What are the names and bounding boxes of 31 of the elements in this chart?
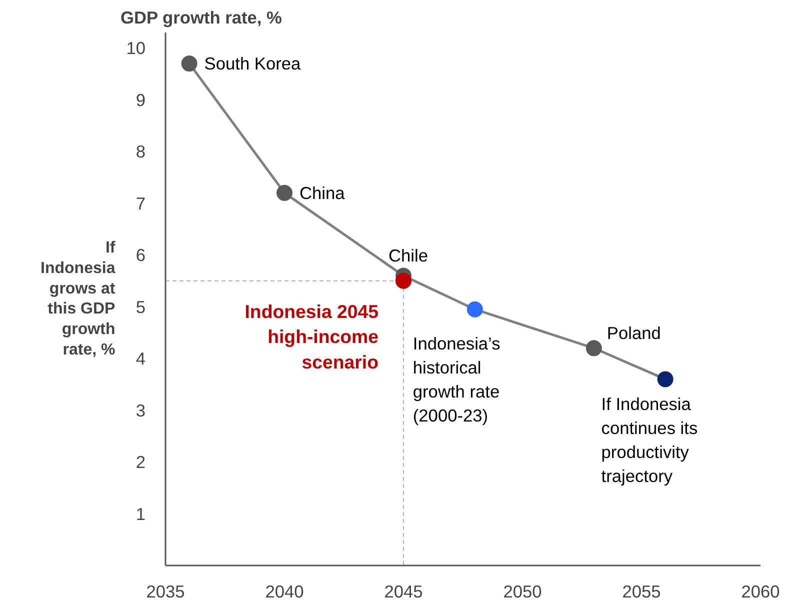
y-tick-label: 6: [136, 245, 146, 266]
y-axis-title: If Indonesia grows at this GDP growth rate, %: [40, 240, 116, 358]
annotation: China: [300, 182, 346, 203]
annotation: Indonesia’s historical growth rate (2000-23): [412, 333, 501, 426]
y-tick-label: 10: [126, 38, 146, 58]
y-tick-label: 9: [136, 90, 146, 110]
series-label: Indonesia 2045 high-income scenario: [244, 300, 379, 372]
x-tick-label: 2050: [503, 582, 542, 602]
x-tick-label: 2040: [265, 582, 304, 602]
x-tick-label: 2035: [146, 582, 185, 602]
point: [181, 56, 198, 72]
annotation: Poland: [606, 323, 661, 344]
chart-title: GDP growth rate, %: [120, 8, 282, 28]
point: [657, 371, 674, 388]
point: [586, 340, 602, 356]
annotation: Chile: [388, 246, 428, 266]
point: [396, 272, 412, 289]
point: [466, 301, 483, 318]
y-tick-label: 1: [136, 504, 146, 524]
y-tick-label: 7: [136, 193, 146, 214]
x-tick-label: 2060: [741, 582, 780, 602]
annotation: If Indonesia continues its productivity trajectory: [601, 394, 698, 486]
y-tick-label: 3: [136, 400, 146, 420]
y-tick-label: 5: [136, 296, 146, 317]
y-tick-label: 4: [136, 348, 146, 369]
x-tick-label: 2055: [622, 582, 661, 602]
x-tick-label: 2045: [384, 582, 423, 602]
annotation: South Korea: [204, 54, 301, 74]
point: [276, 184, 292, 201]
y-tick-label: 2: [136, 452, 146, 472]
y-tick-label: 8: [136, 142, 146, 162]
